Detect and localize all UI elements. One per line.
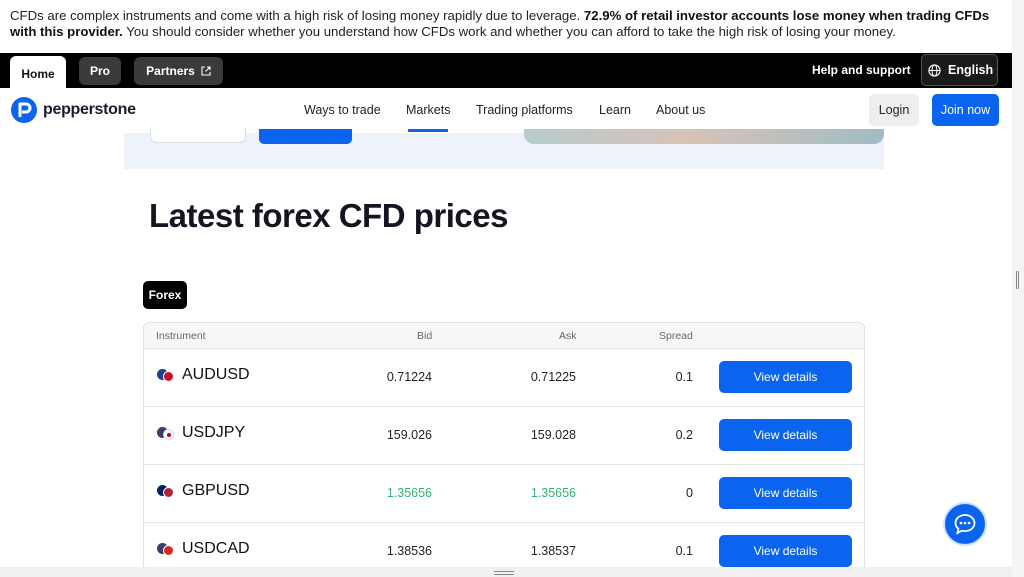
view-details-button[interactable]: View details [719, 419, 852, 451]
ask-price: 159.028 [530, 428, 576, 442]
help-and-support-link[interactable]: Help and support [812, 63, 911, 77]
instrument-cell: USDCAD [157, 540, 250, 558]
spread-value: 0.1 [675, 544, 693, 558]
header-bid: Bid [417, 330, 433, 342]
header-instrument: Instrument [156, 330, 206, 342]
hero-image [524, 129, 884, 144]
table-row: USDCAD 1.38536 1.38537 0.1 View details [144, 523, 864, 577]
hero-button[interactable] [259, 129, 352, 144]
main-nav: pepperstone Ways to trade Markets Tradin… [0, 88, 1012, 133]
header-spread: Spread [659, 330, 693, 342]
filter-chip-forex[interactable]: Forex [143, 281, 187, 309]
tab-partners[interactable]: Partners [134, 57, 223, 85]
table-row: USDJPY 159.026 159.028 0.2 View details [144, 407, 864, 465]
risk-text-bold: 72.9% of retail investor accounts lose m… [10, 8, 990, 39]
resize-handle[interactable] [1016, 271, 1019, 289]
tab-partners-label: Partners [146, 64, 195, 78]
nav-trading-platforms[interactable]: Trading platforms [476, 103, 573, 117]
spread-value: 0.2 [675, 428, 693, 442]
language-label: English [948, 63, 994, 77]
tab-home[interactable]: Home [10, 56, 66, 91]
risk-text-2: You should consider whether you understa… [122, 23, 896, 39]
tab-pro-label: Pro [89, 64, 110, 78]
nav-about-us[interactable]: About us [656, 103, 706, 117]
currency-flags-icon [157, 542, 175, 556]
table-row: AUDUSD 0.71224 0.71225 0.1 View details [144, 349, 864, 407]
prices-table: Instrument Bid Ask Spread AUDUSD 0.71224… [143, 322, 865, 577]
tab-home-label: Home [21, 66, 55, 81]
spread-value: 0.1 [675, 370, 693, 384]
currency-flags-icon [157, 484, 175, 498]
table-header: Instrument Bid Ask Spread [144, 323, 864, 349]
instrument-cell: USDJPY [157, 424, 245, 442]
globe-icon [928, 63, 941, 77]
table-row: GBPUSD 1.35656 1.35656 0 View details [144, 465, 864, 523]
external-link-icon [201, 66, 211, 76]
bid-price: 0.71224 [386, 370, 432, 384]
bottom-bar [0, 567, 1012, 577]
bid-price: 1.38536 [386, 544, 432, 558]
nav-active-indicator [408, 129, 448, 132]
currency-flags-icon [157, 426, 175, 440]
risk-warning: CFDs are complex instruments and come wi… [0, 0, 1012, 53]
view-details-button[interactable]: View details [719, 535, 852, 567]
chat-button[interactable] [943, 502, 987, 546]
instrument-symbol[interactable]: AUDUSD [182, 366, 250, 383]
currency-flags-icon [157, 368, 175, 382]
ask-price: 1.38537 [530, 544, 576, 558]
chat-bubble-icon [954, 514, 976, 535]
instrument-cell: AUDUSD [157, 366, 250, 384]
view-details-button[interactable]: View details [719, 361, 852, 393]
view-details-button[interactable]: View details [719, 477, 852, 509]
login-button[interactable]: Login [869, 94, 919, 126]
nav-ways-to-trade[interactable]: Ways to trade [304, 103, 381, 117]
ask-price: 0.71225 [530, 370, 576, 384]
logo-text: pepperstone [43, 101, 136, 118]
nav-learn[interactable]: Learn [599, 103, 631, 117]
logo[interactable]: pepperstone [10, 96, 136, 124]
page-title: Latest forex CFD prices [149, 197, 508, 234]
language-selector[interactable]: English [921, 54, 998, 86]
drag-handle-icon[interactable] [494, 571, 514, 575]
tab-pro[interactable]: Pro [79, 57, 121, 85]
ask-price: 1.35656 [530, 486, 576, 500]
nav-markets[interactable]: Markets [406, 103, 451, 117]
instrument-symbol[interactable]: USDCAD [182, 540, 250, 557]
bid-price: 1.35656 [386, 486, 432, 500]
join-now-button[interactable]: Join now [932, 94, 999, 126]
instrument-symbol[interactable]: USDJPY [182, 424, 246, 441]
spread-value: 0 [686, 486, 693, 500]
instrument-symbol[interactable]: GBPUSD [182, 482, 250, 499]
hero-section [124, 127, 884, 169]
header-ask: Ask [559, 330, 577, 342]
top-bar: Home Pro Partners Help and support Engli… [0, 53, 1012, 91]
bid-price: 159.026 [386, 428, 432, 442]
instrument-cell: GBPUSD [157, 482, 250, 500]
risk-text-1: CFDs are complex instruments and come wi… [10, 8, 584, 23]
hero-input[interactable] [150, 127, 246, 143]
pepperstone-logo-icon [11, 97, 37, 123]
